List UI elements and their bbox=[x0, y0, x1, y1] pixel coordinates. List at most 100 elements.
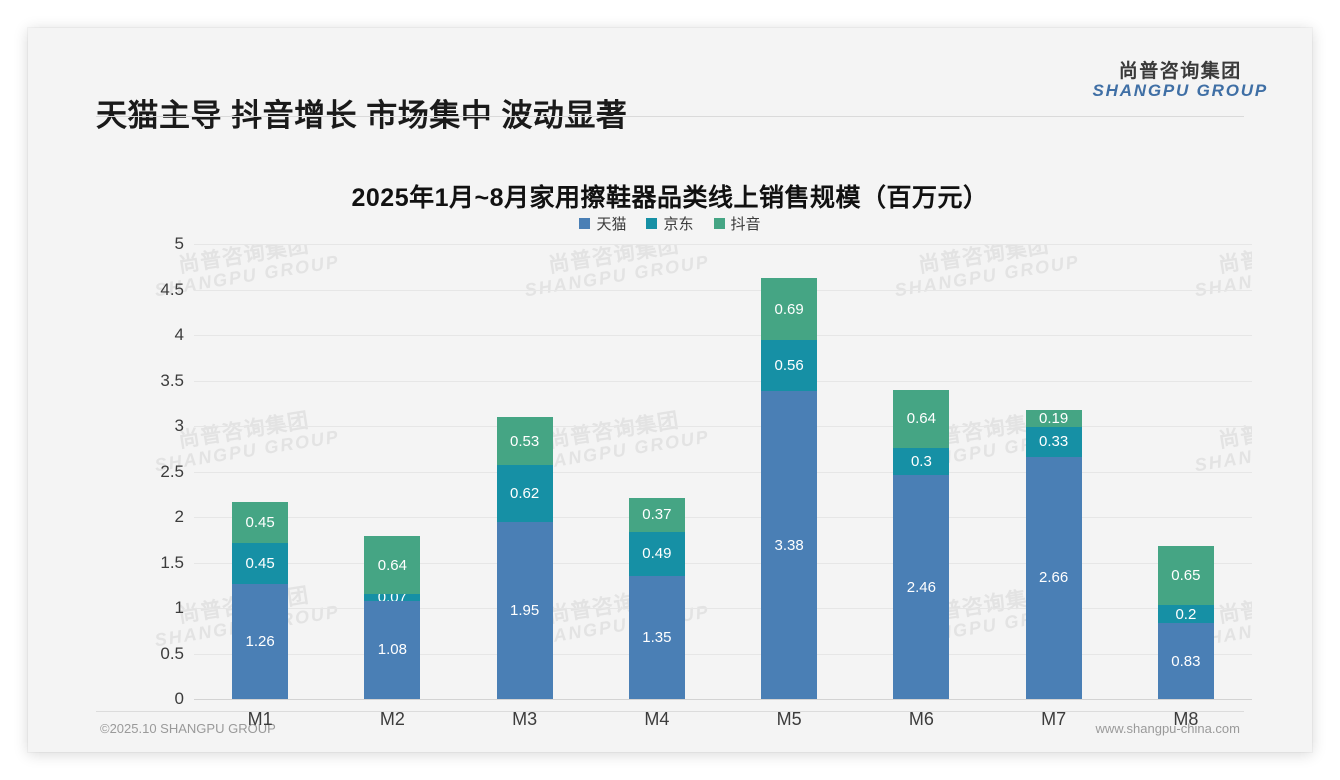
bar-value-label: 0.62 bbox=[510, 484, 540, 502]
bar-segment[interactable]: 0.83 bbox=[1157, 623, 1214, 699]
bar-value-label: 0.19 bbox=[1039, 409, 1069, 427]
bar-segment[interactable]: 0.53 bbox=[496, 416, 553, 466]
bar-segment[interactable]: 0.3 bbox=[893, 447, 950, 476]
bar-segment[interactable]: 0.64 bbox=[364, 536, 421, 595]
y-axis-tick-label: 2.5 bbox=[160, 461, 184, 481]
bar-stack[interactable]: 0.69 0.56 3.38 bbox=[761, 277, 818, 699]
chart-y-axis: 0 0.5 1 1.5 2 2.5 3 3.5 4 4.5 5 bbox=[132, 234, 192, 714]
bar-value-label: 0.56 bbox=[774, 357, 804, 375]
bar-value-label: 0.64 bbox=[377, 556, 407, 574]
gridline bbox=[194, 380, 1252, 382]
bar-segment[interactable]: 2.46 bbox=[893, 475, 950, 699]
bar-segment[interactable]: 1.35 bbox=[628, 576, 685, 699]
bar-segment[interactable]: 0.45 bbox=[232, 543, 289, 585]
y-axis-tick-label: 4 bbox=[174, 325, 184, 344]
slide-header: 天猫主导 抖音增长 市场集中 波动显著 尚普咨询集团 SHANGPU GROUP bbox=[28, 28, 1312, 133]
legend-item-2[interactable]: 抖音 bbox=[713, 213, 761, 234]
gridline bbox=[194, 426, 1252, 427]
page-title: 天猫主导 抖音增长 市场集中 波动显著 bbox=[96, 98, 628, 133]
x-axis-tick-label: M8 bbox=[1173, 709, 1199, 729]
chart-legend: 天猫 京东 抖音 bbox=[28, 213, 1312, 234]
bar-value-label: 1.95 bbox=[510, 601, 540, 619]
bar-segment[interactable]: 0.62 bbox=[496, 465, 553, 522]
bar-stack[interactable]: 0.64 0.07 1.08 bbox=[364, 536, 421, 699]
y-axis-tick-label: 0 bbox=[174, 689, 184, 708]
legend-item-1[interactable]: 京东 bbox=[646, 213, 694, 234]
bar-stack[interactable]: 0.37 0.49 1.35 bbox=[628, 497, 685, 699]
bar-segment[interactable]: 0.37 bbox=[628, 497, 685, 532]
x-axis-tick-label: M1 bbox=[247, 709, 273, 729]
gridline bbox=[194, 562, 1252, 564]
chart-bars: 0.45 0.45 1.26 0.64 0.07 1.08 0.53 0.62 1.95 0.37… bbox=[194, 244, 1252, 714]
bar-value-label: 0.45 bbox=[245, 514, 275, 532]
bar-value-label: 2.46 bbox=[906, 578, 936, 596]
bar-segment[interactable]: 0.19 bbox=[1025, 409, 1082, 427]
bar-stack[interactable]: 0.19 0.33 2.66 bbox=[1025, 409, 1082, 699]
bar-value-label: 2.66 bbox=[1039, 569, 1069, 587]
bar-group[interactable]: 0.19 0.33 2.66 bbox=[988, 244, 1120, 714]
bar-group[interactable]: 0.53 0.62 1.95 bbox=[459, 244, 591, 714]
bar-stack[interactable]: 0.53 0.62 1.95 bbox=[496, 416, 553, 699]
bar-segment[interactable]: 0.56 bbox=[761, 340, 818, 392]
bar-segment[interactable]: 1.26 bbox=[232, 584, 289, 699]
bar-value-label: 3.38 bbox=[774, 536, 804, 554]
legend-label: 抖音 bbox=[730, 216, 761, 233]
bar-group[interactable]: 0.64 0.07 1.08 bbox=[326, 244, 458, 714]
bar-value-label: 0.3 bbox=[910, 452, 932, 470]
bar-segment[interactable]: 0.65 bbox=[1157, 546, 1214, 606]
x-axis-tick-label: M4 bbox=[644, 709, 670, 729]
legend-item-0[interactable]: 天猫 bbox=[579, 213, 626, 234]
gridline bbox=[194, 608, 1252, 609]
bar-segment[interactable]: 0.33 bbox=[1025, 426, 1082, 457]
brand-logo-cn: 尚普咨询集团 bbox=[1118, 61, 1242, 82]
legend-swatch-icon bbox=[646, 218, 658, 229]
bar-stack[interactable]: 0.45 0.45 1.26 bbox=[232, 502, 289, 699]
bar-value-label: 0.2 bbox=[1175, 605, 1197, 623]
y-axis-tick-label: 2 bbox=[174, 507, 184, 526]
gridline bbox=[194, 244, 1252, 245]
footer-website: www.shangpu-china.com bbox=[1095, 721, 1240, 736]
x-axis-tick-label: M5 bbox=[776, 709, 802, 729]
bar-segment[interactable]: 0.07 bbox=[364, 594, 421, 601]
legend-label: 京东 bbox=[663, 216, 694, 233]
y-axis-tick-label: 4.5 bbox=[160, 279, 184, 299]
legend-swatch-icon bbox=[579, 218, 591, 229]
chart-plot-area: 尚普咨询集团 SHANGPU GROUP 尚普咨询集团 SHANGPU GROUP 尚普… bbox=[132, 234, 1252, 729]
header-divider bbox=[96, 116, 1244, 117]
chart-axis-baseline bbox=[194, 699, 1252, 700]
bar-segment[interactable]: 0.49 bbox=[628, 531, 685, 577]
bar-value-label: 0.37 bbox=[642, 506, 672, 524]
legend-label: 天猫 bbox=[596, 216, 627, 233]
bar-value-label: 0.83 bbox=[1171, 652, 1201, 670]
brand-logo: 尚普咨询集团 SHANGPU GROUP bbox=[1093, 62, 1268, 100]
x-axis-tick-label: M2 bbox=[379, 709, 405, 729]
bar-group[interactable]: 0.64 0.3 2.46 bbox=[855, 244, 987, 714]
bar-value-label: 0.45 bbox=[245, 555, 275, 573]
y-axis-tick-label: 1 bbox=[174, 598, 184, 617]
bar-value-label: 0.53 bbox=[510, 432, 540, 450]
gridline bbox=[194, 335, 1252, 336]
bar-segment[interactable]: 0.45 bbox=[232, 502, 289, 544]
bar-segment[interactable]: 0.64 bbox=[893, 389, 950, 448]
bar-segment[interactable]: 0.69 bbox=[761, 277, 818, 341]
bar-stack[interactable]: 0.64 0.3 2.46 bbox=[893, 389, 950, 699]
gridline bbox=[194, 653, 1252, 655]
bar-segment[interactable]: 2.66 bbox=[1025, 456, 1082, 699]
chart-title: 2025年1月~8月家用擦鞋器品类线上销售规模（百万元） bbox=[351, 184, 989, 212]
y-axis-tick-label: 0.5 bbox=[160, 643, 184, 663]
bar-segment[interactable]: 1.08 bbox=[364, 600, 421, 699]
bar-segment[interactable]: 3.38 bbox=[761, 391, 818, 699]
bar-stack[interactable]: 0.65 0.2 0.83 bbox=[1157, 546, 1214, 699]
bar-group[interactable]: 0.65 0.2 0.83 bbox=[1120, 244, 1252, 714]
footer-copyright: ©2025.10 SHANGPU GROUP bbox=[100, 721, 276, 736]
bar-segment[interactable]: 1.95 bbox=[496, 521, 553, 699]
bar-value-label: 0.65 bbox=[1171, 567, 1201, 585]
bar-group[interactable]: 0.69 0.56 3.38 bbox=[723, 244, 855, 714]
y-axis-tick-label: 3.5 bbox=[160, 370, 184, 390]
y-axis-tick-label: 3 bbox=[174, 416, 184, 435]
bar-value-label: 0.64 bbox=[906, 410, 936, 428]
bar-segment[interactable]: 0.2 bbox=[1157, 605, 1214, 624]
bar-group[interactable]: 0.45 0.45 1.26 bbox=[194, 244, 326, 714]
chart-x-axis: M1 M2 M3 M4 M5 M6 M7 M8 bbox=[194, 709, 1252, 730]
bar-group[interactable]: 0.37 0.49 1.35 bbox=[591, 244, 723, 714]
